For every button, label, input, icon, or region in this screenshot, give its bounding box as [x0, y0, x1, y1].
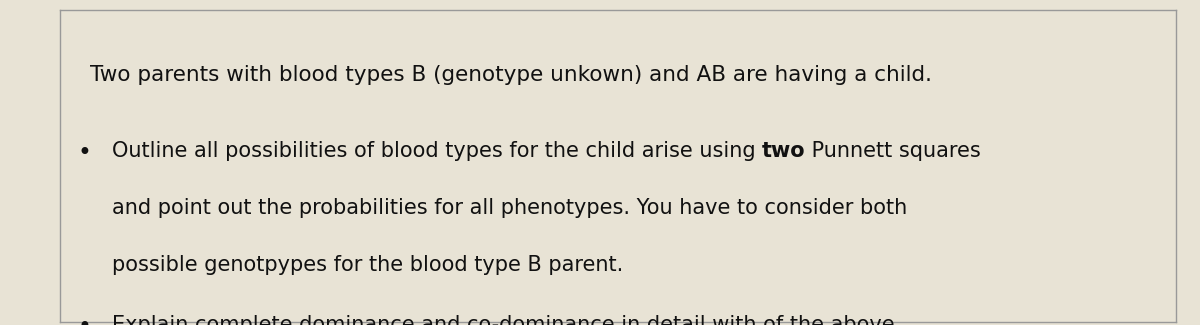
Text: Explain complete dominance and co-dominance in detail with of the above: Explain complete dominance and co-domina… [112, 315, 894, 325]
Text: Punnett squares: Punnett squares [805, 141, 982, 162]
Text: two: two [762, 141, 805, 162]
Text: Outline all possibilities of blood types for the child arise using: Outline all possibilities of blood types… [112, 141, 762, 162]
Text: Two parents with blood types B (genotype unkown) and AB are having a child.: Two parents with blood types B (genotype… [90, 65, 932, 85]
Text: possible genotpypes for the blood type B parent.: possible genotpypes for the blood type B… [112, 255, 623, 275]
Text: and point out the probabilities for all phenotypes. You have to consider both: and point out the probabilities for all … [112, 198, 907, 218]
Text: •: • [77, 141, 91, 165]
Text: •: • [77, 315, 91, 325]
